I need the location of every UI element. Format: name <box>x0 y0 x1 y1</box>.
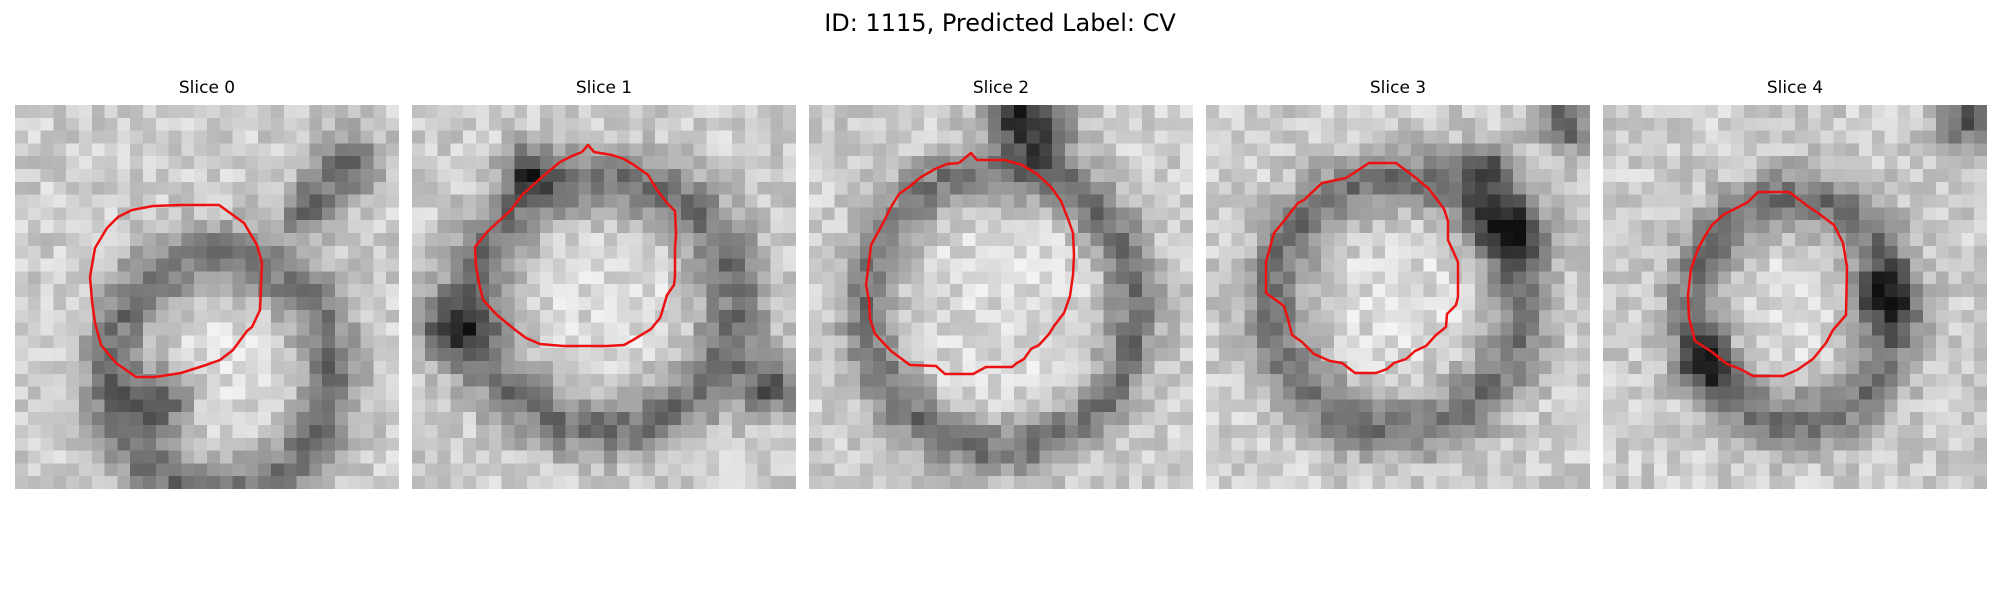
grayscale-image <box>809 105 1193 489</box>
slice-panel-4: Slice 4 <box>1603 78 1987 489</box>
slice-title: Slice 4 <box>1766 78 1824 98</box>
slice-title: Slice 3 <box>1369 78 1427 98</box>
segmentation-contour <box>864 151 1076 376</box>
grayscale-image <box>412 105 796 489</box>
slice-panel-3: Slice 3 <box>1206 78 1590 489</box>
segmentation-contour <box>1264 161 1460 375</box>
contour-line <box>1264 161 1460 375</box>
grayscale-image <box>15 105 399 489</box>
contour-line <box>88 203 264 379</box>
grayscale-image <box>1603 105 1987 489</box>
slice-title: Slice 0 <box>178 78 236 98</box>
slice-title: Slice 2 <box>972 78 1030 98</box>
slice-panel-0: Slice 0 <box>15 78 399 489</box>
segmentation-contour <box>88 203 264 379</box>
slice-panel-2: Slice 2 <box>809 78 1193 489</box>
slice-title: Slice 1 <box>575 78 633 98</box>
contour-line <box>473 143 678 348</box>
contour-line <box>864 151 1076 376</box>
figure-title: ID: 1115, Predicted Label: CV <box>824 9 1176 37</box>
segmentation-contour <box>473 143 678 348</box>
contour-line <box>1686 190 1849 378</box>
slice-panel-1: Slice 1 <box>412 78 796 489</box>
segmentation-contour <box>1686 190 1849 378</box>
